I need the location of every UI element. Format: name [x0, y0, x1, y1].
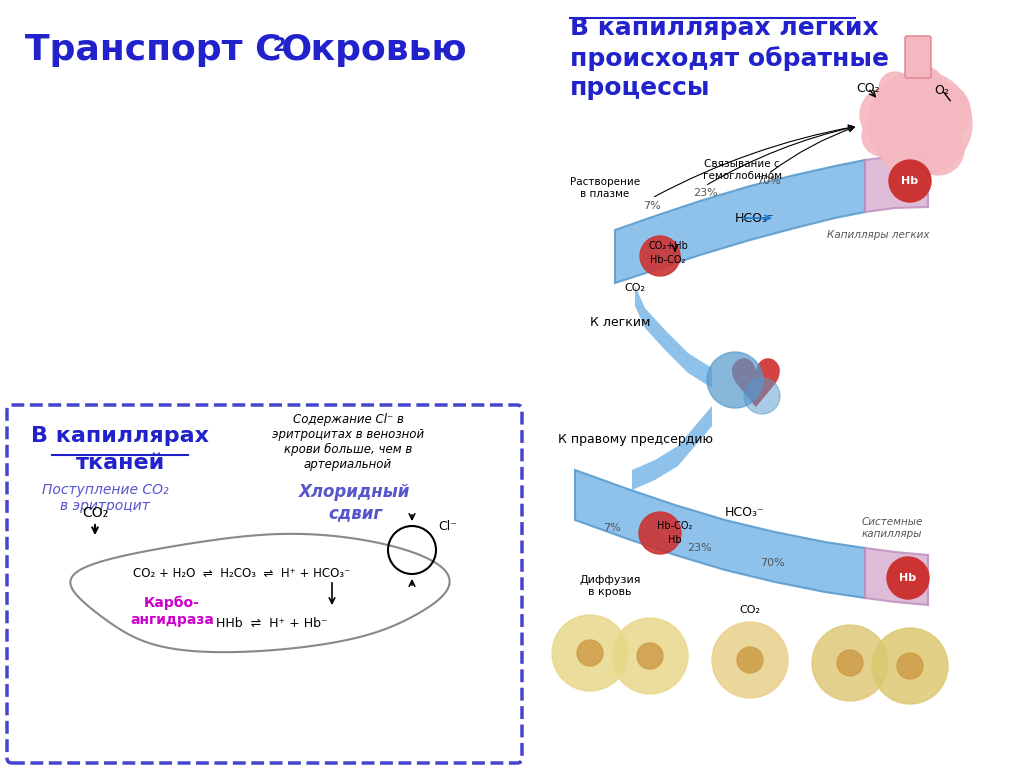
Text: В капиллярах легких: В капиллярах легких — [570, 16, 879, 40]
Circle shape — [552, 615, 628, 691]
Circle shape — [872, 628, 948, 704]
Text: тканей: тканей — [76, 453, 165, 473]
Text: CO₂+Hb: CO₂+Hb — [648, 241, 688, 251]
Circle shape — [812, 625, 888, 701]
Text: 70%: 70% — [760, 558, 784, 568]
Text: 70%: 70% — [756, 176, 780, 186]
Circle shape — [914, 83, 970, 139]
Text: К правому предсердию: К правому предсердию — [557, 433, 713, 446]
Polygon shape — [865, 155, 928, 212]
Circle shape — [912, 123, 964, 175]
Text: 23%: 23% — [688, 543, 713, 553]
Text: 23%: 23% — [692, 188, 718, 198]
Text: CO₂ + H₂O  ⇌  H₂CO₃  ⇌  H⁺ + HCO₃⁻: CO₂ + H₂O ⇌ H₂CO₃ ⇌ H⁺ + HCO₃⁻ — [133, 567, 350, 580]
Circle shape — [907, 67, 943, 103]
Text: Растворение
в плазме: Растворение в плазме — [570, 177, 640, 199]
Circle shape — [637, 643, 663, 669]
Text: Содержание Cl⁻ в
эритроцитах в венозной
крови больше, чем в
артериальной: Содержание Cl⁻ в эритроцитах в венозной … — [272, 413, 424, 471]
Circle shape — [860, 87, 916, 143]
Circle shape — [707, 352, 763, 408]
Circle shape — [887, 557, 929, 599]
FancyBboxPatch shape — [7, 405, 522, 763]
Text: Карбо-
ангидраза: Карбо- ангидраза — [130, 596, 214, 627]
Polygon shape — [615, 160, 865, 283]
Polygon shape — [632, 406, 712, 490]
Circle shape — [837, 650, 863, 676]
Text: Хлоридный
сдвиг: Хлоридный сдвиг — [299, 483, 411, 521]
Text: Связывание с
гемоглобином: Связывание с гемоглобином — [702, 159, 781, 180]
Text: Диффузия
в кровь: Диффузия в кровь — [580, 575, 641, 597]
Circle shape — [879, 72, 911, 104]
Text: происходят обратные: происходят обратные — [570, 46, 889, 71]
Text: O₂: O₂ — [935, 84, 949, 97]
Text: CO₂: CO₂ — [82, 506, 109, 520]
Text: Капилляры легких: Капилляры легких — [826, 230, 929, 240]
Text: CO₂: CO₂ — [625, 283, 645, 293]
Polygon shape — [575, 470, 865, 598]
Circle shape — [744, 378, 780, 414]
Circle shape — [737, 647, 763, 673]
Text: Hb: Hb — [899, 573, 916, 583]
Text: CO₂: CO₂ — [856, 81, 880, 94]
Circle shape — [868, 71, 972, 175]
Circle shape — [640, 236, 680, 276]
Text: Hb-CO₂: Hb-CO₂ — [657, 521, 692, 531]
Circle shape — [712, 622, 788, 698]
Circle shape — [577, 640, 603, 666]
Text: процессы: процессы — [570, 76, 711, 100]
Text: HCO₃⁻: HCO₃⁻ — [725, 505, 765, 518]
Circle shape — [862, 116, 902, 156]
Polygon shape — [635, 286, 712, 388]
Text: 7%: 7% — [643, 201, 660, 211]
Text: 7%: 7% — [603, 523, 621, 533]
Circle shape — [889, 160, 931, 202]
Text: HCO₃⁻: HCO₃⁻ — [735, 211, 775, 224]
Circle shape — [882, 125, 934, 177]
Text: Транспорт CO: Транспорт CO — [25, 33, 312, 67]
Text: Cl⁻: Cl⁻ — [438, 519, 458, 532]
FancyBboxPatch shape — [905, 36, 931, 78]
Text: Hb: Hb — [669, 535, 682, 545]
Circle shape — [639, 512, 681, 554]
Text: Hb-CO₂: Hb-CO₂ — [650, 255, 686, 265]
Text: Поступление CO₂
в эритроцит: Поступление CO₂ в эритроцит — [42, 483, 168, 513]
Text: 2: 2 — [272, 36, 286, 55]
Text: ♥: ♥ — [725, 355, 784, 421]
Circle shape — [612, 618, 688, 694]
Text: Hb: Hb — [901, 176, 919, 186]
Circle shape — [897, 653, 923, 679]
Polygon shape — [865, 548, 928, 605]
Text: В капиллярах: В капиллярах — [31, 426, 209, 446]
Text: HHb  ⇌  H⁺ + Hb⁻: HHb ⇌ H⁺ + Hb⁻ — [216, 617, 328, 630]
Text: К легким: К легким — [590, 316, 650, 329]
Text: CO₂: CO₂ — [739, 605, 761, 615]
Text: Системные
капилляры: Системные капилляры — [861, 517, 923, 539]
Text: кровью: кровью — [298, 33, 467, 67]
